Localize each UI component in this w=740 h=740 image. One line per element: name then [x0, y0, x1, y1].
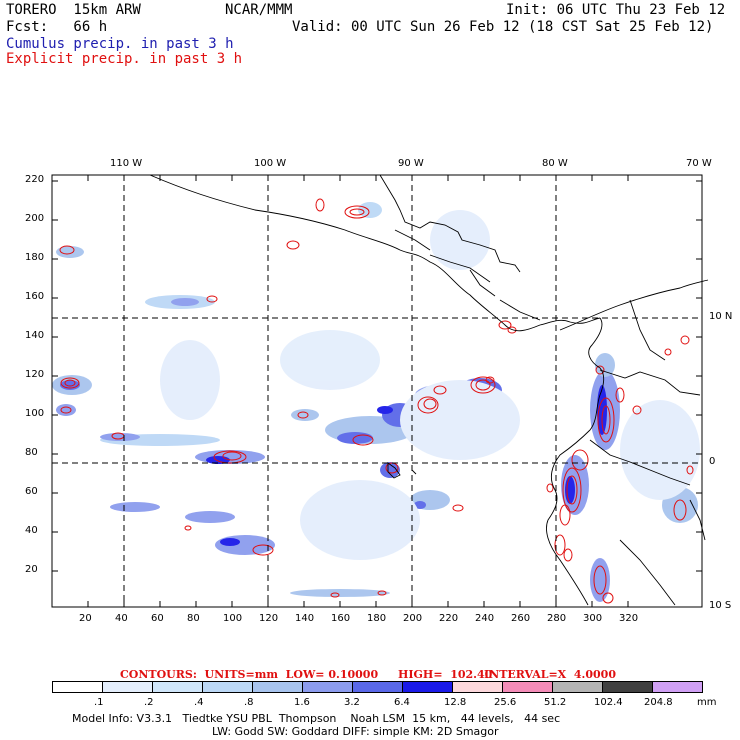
legend-unit: mm	[697, 697, 717, 708]
valid-time: Valid: 00 UTC Sun 26 Feb 12 (18 CST Sat …	[292, 19, 714, 35]
bottom-x-label: 280	[547, 613, 567, 624]
bottom-x-label: 220	[439, 613, 459, 624]
top-lon-label: 80 W	[542, 158, 568, 169]
bottom-x-label: 40	[115, 613, 128, 624]
left-y-label: 60	[25, 486, 38, 497]
legend-label: .2	[144, 697, 154, 708]
left-y-label: 180	[25, 252, 45, 263]
physics-info: LW: Godd SW: Goddard DIFF: simple KM: 2D…	[212, 725, 499, 738]
legend-label: 204.8	[644, 697, 673, 708]
legend-swatch	[502, 681, 553, 693]
coastlines	[149, 174, 709, 606]
model-name: TORERO 15km ARW	[6, 2, 141, 18]
bottom-x-label: 100	[223, 613, 243, 624]
top-lon-label: 90 W	[398, 158, 424, 169]
legend-swatch	[602, 681, 653, 693]
left-y-label: 160	[25, 291, 45, 302]
bottom-x-label: 60	[151, 613, 164, 624]
left-y-label: 100	[25, 408, 45, 419]
explicit-precip-title: Explicit precip. in past 3 h	[6, 51, 243, 67]
top-lon-label: 70 W	[686, 158, 712, 169]
model-info: Model Info: V3.3.1 Tiedtke YSU PBL Thomp…	[72, 712, 561, 725]
legend-label: .8	[244, 697, 254, 708]
legend-swatch	[402, 681, 453, 693]
legend-label: 1.6	[294, 697, 310, 708]
axis-ticks	[52, 175, 702, 607]
left-y-label: 40	[25, 525, 38, 536]
legend-label: 102.4	[594, 697, 623, 708]
right-lat-label: 0	[709, 456, 716, 467]
left-y-label: 80	[25, 447, 38, 458]
legend-label: 12.8	[444, 697, 467, 708]
map-frame	[51, 174, 703, 608]
legend-swatch	[52, 681, 103, 693]
legend-swatch	[302, 681, 353, 693]
legend-swatch	[252, 681, 303, 693]
legend-label: 51.2	[544, 697, 567, 708]
legend-label: .1	[94, 697, 104, 708]
left-y-label: 200	[25, 213, 45, 224]
right-lat-label: 10 N	[709, 311, 733, 322]
bottom-x-label: 240	[475, 613, 495, 624]
organization: NCAR/MMM	[225, 2, 293, 18]
legend-swatch	[102, 681, 153, 693]
legend-swatch	[352, 681, 403, 693]
legend-label: .4	[194, 697, 204, 708]
init-time: Init: 06 UTC Thu 23 Feb 12	[506, 2, 726, 18]
bottom-x-label: 300	[583, 613, 603, 624]
bottom-x-label: 80	[187, 613, 200, 624]
bottom-x-label: 180	[367, 613, 387, 624]
legend-swatch	[202, 681, 253, 693]
legend-swatch	[152, 681, 203, 693]
contours-label: CONTOURS: UNITS=mm LOW= 0.10000	[120, 668, 379, 681]
bottom-x-label: 200	[403, 613, 423, 624]
cumulus-precip-shading	[52, 202, 700, 602]
legend-swatch	[552, 681, 603, 693]
contours-high: HIGH= 102.40	[398, 668, 493, 681]
left-y-label: 20	[25, 564, 38, 575]
legend-swatch	[652, 681, 703, 693]
top-lon-label: 100 W	[254, 158, 287, 169]
left-y-label: 120	[25, 369, 45, 380]
legend-label: 6.4	[394, 697, 410, 708]
legend-swatch	[452, 681, 503, 693]
legend-label: 3.2	[344, 697, 360, 708]
right-lat-label: 10 S	[709, 600, 732, 611]
contours-interval: INTERVAL=X 4.0000	[484, 668, 616, 681]
cumulus-precip-title: Cumulus precip. in past 3 h	[6, 36, 234, 52]
lat-lon-grid	[52, 175, 702, 607]
bottom-x-label: 20	[79, 613, 92, 624]
legend-label: 25.6	[494, 697, 517, 708]
top-lon-label: 110 W	[110, 158, 143, 169]
explicit-precip-contours	[59, 198, 694, 604]
left-y-label: 140	[25, 330, 45, 341]
left-y-label: 220	[25, 174, 45, 185]
bottom-x-label: 120	[259, 613, 279, 624]
forecast-hour: Fcst: 66 h	[6, 19, 108, 35]
bottom-x-label: 160	[331, 613, 351, 624]
bottom-x-label: 140	[295, 613, 315, 624]
bottom-x-label: 260	[511, 613, 531, 624]
bottom-x-label: 320	[619, 613, 639, 624]
